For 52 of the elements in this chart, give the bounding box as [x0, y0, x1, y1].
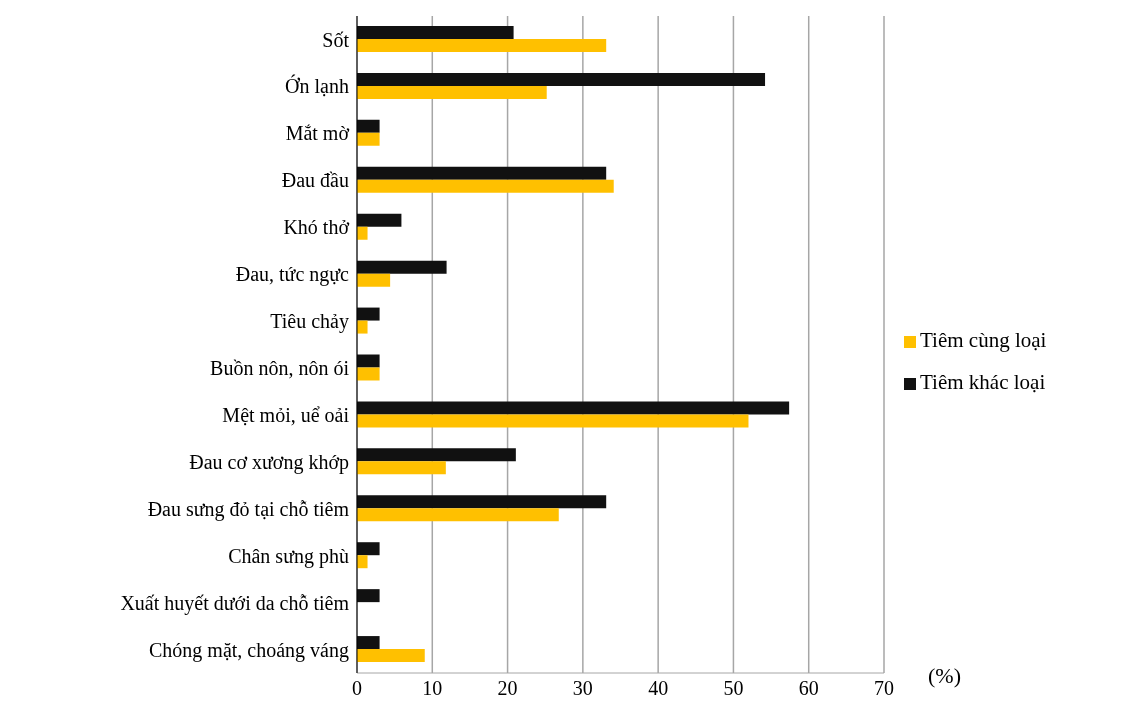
bar	[357, 495, 607, 509]
y-tick-label: Mắt mờ	[285, 122, 350, 145]
x-tick-label: 30	[572, 677, 593, 700]
bar	[357, 589, 380, 603]
bar	[357, 85, 547, 99]
y-tick-label: Chóng mặt, choáng váng	[149, 638, 349, 662]
y-tick-label: Đau sưng đỏ tại chỗ tiêm	[147, 497, 350, 521]
y-tick-label: Đau cơ xương khớp	[189, 450, 349, 474]
bar	[357, 448, 516, 462]
y-tick-label: Tiêu chảy	[270, 310, 349, 334]
bar	[357, 636, 380, 650]
bar	[357, 307, 380, 321]
bar	[357, 354, 380, 368]
bar	[357, 414, 749, 428]
bar	[357, 461, 446, 475]
x-tick-label: 20	[497, 677, 518, 700]
bar	[357, 166, 607, 180]
y-tick-label: Đau đầu	[281, 169, 349, 192]
y-tick-label: Ớn lạnh	[285, 74, 349, 98]
y-tick-label: Mệt mỏi, uể oải	[222, 403, 350, 426]
bar	[357, 226, 368, 240]
legend-label: Tiêm khác loại	[920, 369, 1046, 394]
x-tick-label: 0	[352, 677, 362, 700]
x-tick-label: 50	[723, 677, 744, 700]
bar	[357, 273, 391, 287]
bar	[357, 213, 402, 227]
bar	[357, 132, 380, 146]
x-tick-label: 70	[874, 677, 894, 700]
bar	[357, 39, 607, 52]
bar	[357, 401, 790, 415]
bar	[357, 119, 380, 133]
y-tick-label: Xuất huyết dưới da chỗ tiêm	[120, 591, 350, 615]
bar	[357, 508, 559, 522]
y-tick-label: Chân sưng phù	[228, 544, 349, 568]
x-tick-label: 10	[422, 677, 443, 700]
bar	[357, 649, 425, 663]
y-tick-label: Khó thở	[283, 216, 350, 239]
bar	[357, 555, 368, 569]
bar	[357, 26, 514, 39]
x-tick-label: 60	[798, 677, 819, 700]
y-tick-label: Sốt	[322, 28, 350, 51]
legend-label: Tiêm cùng loại	[920, 327, 1047, 352]
bar	[357, 542, 380, 556]
bar	[357, 320, 368, 334]
bar	[357, 260, 447, 274]
bar	[357, 72, 766, 86]
bar	[357, 367, 380, 381]
x-tick-label: 40	[648, 677, 669, 700]
y-tick-label: Đau, tức ngực	[235, 263, 350, 287]
bar	[357, 179, 614, 193]
x-axis-title: (%)	[928, 663, 961, 689]
y-tick-label: Buồn nôn, nôn ói	[210, 357, 350, 380]
